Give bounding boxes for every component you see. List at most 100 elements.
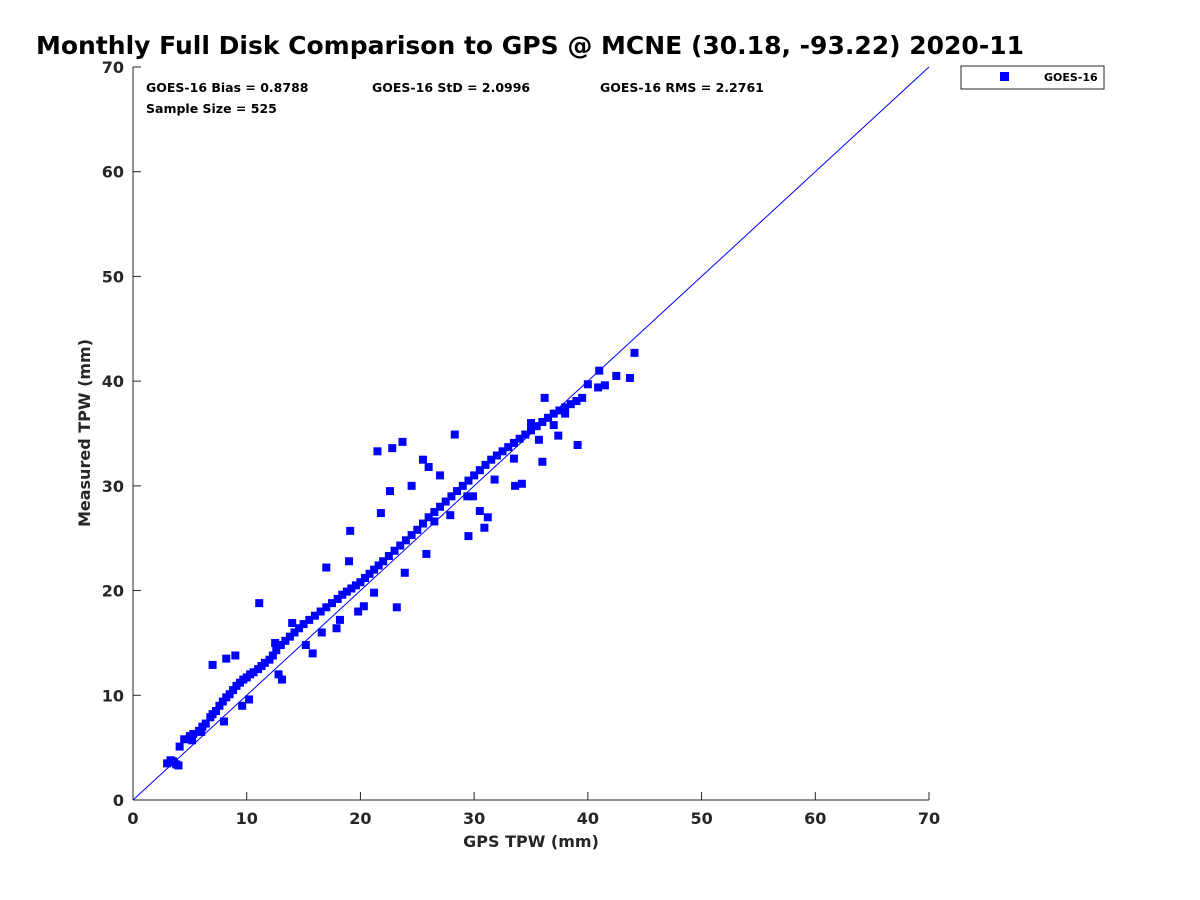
data-point bbox=[174, 761, 183, 770]
data-point bbox=[630, 348, 639, 357]
data-point bbox=[360, 574, 369, 583]
data-point bbox=[365, 569, 374, 578]
data-point bbox=[544, 413, 553, 422]
data-point bbox=[370, 565, 379, 574]
data-point bbox=[481, 460, 490, 469]
data-point bbox=[244, 695, 253, 704]
data-point bbox=[299, 620, 308, 629]
data-point bbox=[475, 466, 484, 475]
data-point bbox=[521, 430, 530, 439]
x-tick-label: 30 bbox=[463, 809, 485, 828]
data-point bbox=[538, 417, 547, 426]
data-point bbox=[376, 509, 385, 518]
y-tick-label: 40 bbox=[102, 372, 124, 391]
data-point bbox=[197, 727, 206, 736]
data-point bbox=[189, 730, 198, 739]
data-point bbox=[458, 481, 467, 490]
data-point bbox=[538, 457, 547, 466]
data-point bbox=[561, 409, 570, 418]
data-point bbox=[490, 475, 499, 484]
data-point bbox=[436, 471, 445, 480]
data-point bbox=[281, 636, 290, 645]
x-tick-label: 10 bbox=[236, 809, 258, 828]
data-point bbox=[359, 602, 368, 611]
data-point bbox=[480, 523, 489, 532]
data-point bbox=[354, 607, 363, 616]
data-point bbox=[532, 422, 541, 431]
data-point bbox=[453, 487, 462, 496]
x-tick-label: 50 bbox=[690, 809, 712, 828]
data-point bbox=[625, 374, 634, 383]
data-point bbox=[527, 419, 535, 428]
data-point bbox=[600, 381, 609, 390]
data-point bbox=[511, 481, 520, 490]
data-point bbox=[385, 487, 394, 496]
legend-marker bbox=[1000, 72, 1009, 81]
data-point bbox=[392, 603, 401, 612]
data-point bbox=[271, 638, 280, 647]
data-point bbox=[175, 742, 184, 751]
data-point bbox=[231, 651, 240, 660]
y-tick-label: 60 bbox=[102, 163, 124, 182]
data-point bbox=[274, 670, 283, 679]
y-axis-ticks: 0 10 20 30 40 50 60 70 bbox=[102, 58, 141, 810]
data-point bbox=[418, 519, 427, 528]
stat-sample-size: Sample Size = 525 bbox=[146, 101, 277, 116]
data-point bbox=[396, 541, 405, 550]
data-point bbox=[322, 603, 331, 612]
data-point bbox=[424, 513, 433, 522]
data-point bbox=[388, 444, 397, 453]
data-point bbox=[222, 654, 231, 663]
data-point bbox=[475, 506, 484, 515]
data-point bbox=[509, 454, 518, 463]
data-point bbox=[290, 628, 299, 637]
y-axis-label: Measured TPW (mm) bbox=[75, 339, 94, 527]
data-point bbox=[430, 517, 439, 526]
data-point bbox=[464, 476, 473, 485]
legend-box bbox=[960, 65, 1105, 90]
data-point bbox=[208, 660, 217, 669]
data-point bbox=[487, 455, 496, 464]
stat-rms: GOES-16 RMS = 2.2761 bbox=[600, 80, 764, 95]
data-point bbox=[595, 366, 604, 375]
data-point bbox=[517, 479, 526, 488]
data-point bbox=[255, 599, 264, 608]
data-point bbox=[463, 492, 472, 501]
x-tick-label: 40 bbox=[577, 809, 599, 828]
x-tick-label: 70 bbox=[918, 809, 940, 828]
data-point bbox=[265, 655, 274, 664]
y-tick-label: 20 bbox=[102, 582, 124, 601]
data-point bbox=[540, 393, 549, 402]
data-point bbox=[268, 651, 277, 660]
data-point bbox=[422, 549, 431, 558]
data-point bbox=[492, 451, 501, 460]
data-point bbox=[398, 437, 407, 446]
data-point bbox=[374, 561, 383, 570]
data-point bbox=[335, 615, 344, 624]
data-point bbox=[229, 686, 238, 695]
data-point bbox=[573, 441, 582, 450]
data-point bbox=[446, 511, 455, 520]
data-point bbox=[612, 371, 621, 380]
y-tick-label: 0 bbox=[113, 791, 124, 810]
data-point bbox=[450, 430, 459, 439]
data-point bbox=[310, 611, 319, 620]
data-point bbox=[561, 403, 570, 412]
data-point bbox=[384, 552, 393, 561]
data-point bbox=[168, 757, 177, 766]
y-tick-label: 70 bbox=[102, 58, 124, 77]
data-point bbox=[483, 513, 492, 522]
data-point bbox=[379, 557, 388, 566]
data-point bbox=[260, 658, 269, 667]
data-point bbox=[272, 646, 281, 655]
data-point bbox=[215, 701, 224, 710]
data-point bbox=[509, 438, 518, 447]
data-point bbox=[347, 584, 356, 593]
data-point bbox=[328, 599, 336, 608]
data-point bbox=[201, 719, 210, 728]
data-point bbox=[238, 701, 247, 710]
data-point bbox=[400, 568, 409, 577]
data-point bbox=[464, 532, 473, 541]
data-point bbox=[566, 400, 575, 409]
